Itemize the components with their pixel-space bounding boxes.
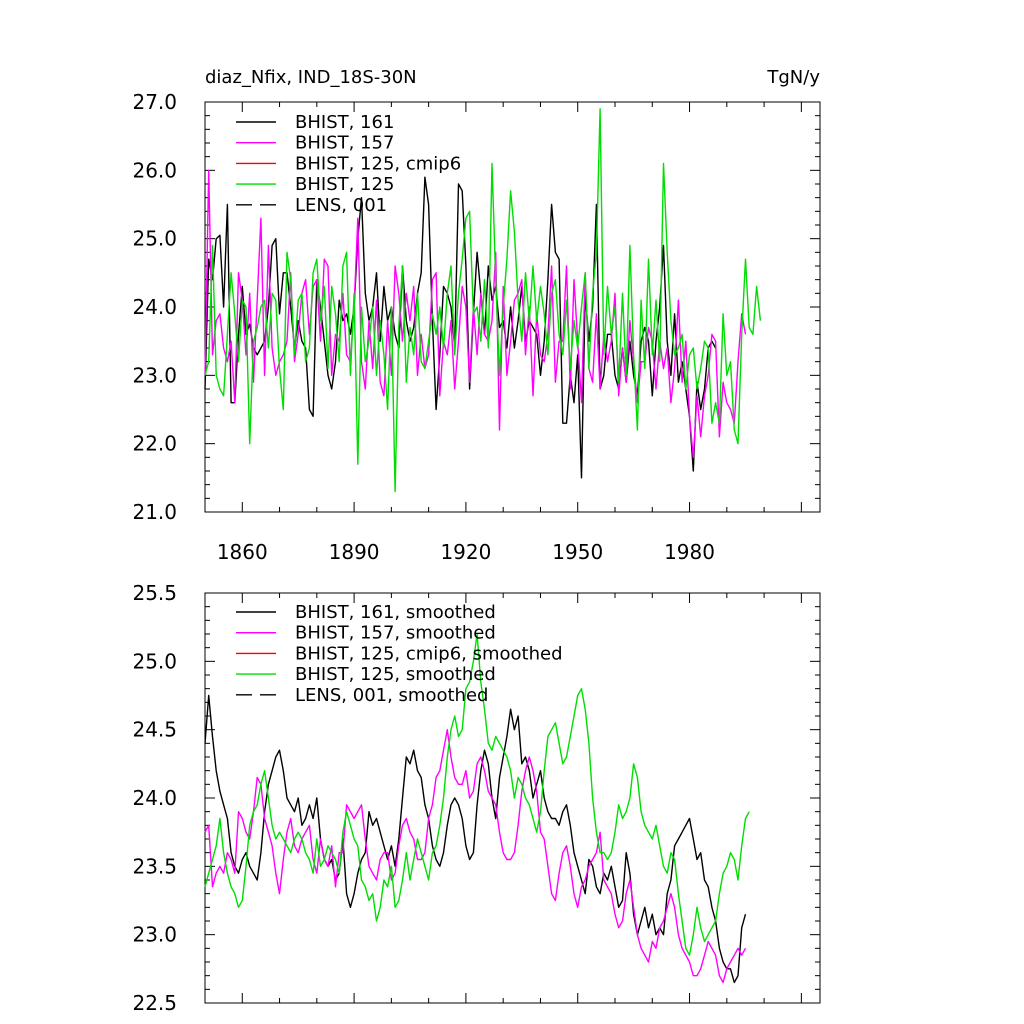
legend-label: BHIST, 125, smoothed [295, 664, 496, 685]
y-tick-label: 23.0 [132, 923, 177, 947]
series-line [204, 729, 747, 984]
y-tick-label: 25.0 [132, 649, 177, 673]
x-tick-label: 1860 [217, 540, 268, 564]
panel-top-ticks: 21.0 22.0 23.0 24.0 25.0 26.0 27.0 1860 1890 1920… [132, 90, 820, 564]
legend-label: BHIST, 157 [295, 133, 394, 154]
y-tick-label: 25.5 [132, 581, 177, 605]
x-tick-label: 1980 [664, 540, 715, 564]
series-line [204, 108, 762, 493]
y-tick-label: 27.0 [132, 90, 177, 114]
legend-label: BHIST, 161 [295, 112, 394, 133]
legend-label: LENS, 001 [295, 195, 387, 216]
y-tick-label: 22.5 [132, 991, 177, 1015]
panel-bottom: 22.5 23.0 23.5 24.0 24.5 25.0 25.5 BHIST, 161,… [132, 581, 821, 1015]
panel-bottom-series [204, 633, 750, 984]
x-tick-label: 1950 [552, 540, 603, 564]
y-tick-label: 25.0 [132, 227, 177, 251]
panel-top-title-left: diaz_Nfix, IND_18S-30N [205, 67, 417, 88]
y-tick-label: 26.0 [132, 158, 177, 182]
panel-top-series [204, 108, 762, 493]
legend-label: BHIST, 125, cmip6 [295, 153, 461, 174]
series-line [204, 169, 747, 458]
x-tick-label: 1920 [440, 540, 491, 564]
series-line [204, 633, 750, 956]
legend-label: BHIST, 161, smoothed [295, 602, 496, 623]
x-tick-label: 1890 [329, 540, 380, 564]
panel-bottom-ticks: 22.5 23.0 23.5 24.0 24.5 25.0 25.5 [132, 581, 820, 1015]
series-line [204, 694, 747, 984]
y-tick-label: 21.0 [132, 500, 177, 524]
legend-label: LENS, 001, smoothed [295, 685, 488, 706]
legend-label: BHIST, 125 [295, 174, 394, 195]
panel-top: diaz_Nfix, IND_18S-30N TgN/y 21.0 22.0 23.… [132, 67, 821, 564]
series-line [204, 176, 717, 479]
legend-label: BHIST, 157, smoothed [295, 623, 496, 644]
y-tick-label: 23.5 [132, 854, 177, 878]
y-tick-label: 24.0 [132, 295, 177, 319]
y-tick-label: 22.0 [132, 432, 177, 456]
y-tick-label: 23.0 [132, 363, 177, 387]
panel-top-title-right: TgN/y [766, 67, 820, 88]
y-tick-label: 24.5 [132, 718, 177, 742]
y-tick-label: 24.0 [132, 786, 177, 810]
legend-label: BHIST, 125, cmip6, smoothed [295, 643, 563, 664]
